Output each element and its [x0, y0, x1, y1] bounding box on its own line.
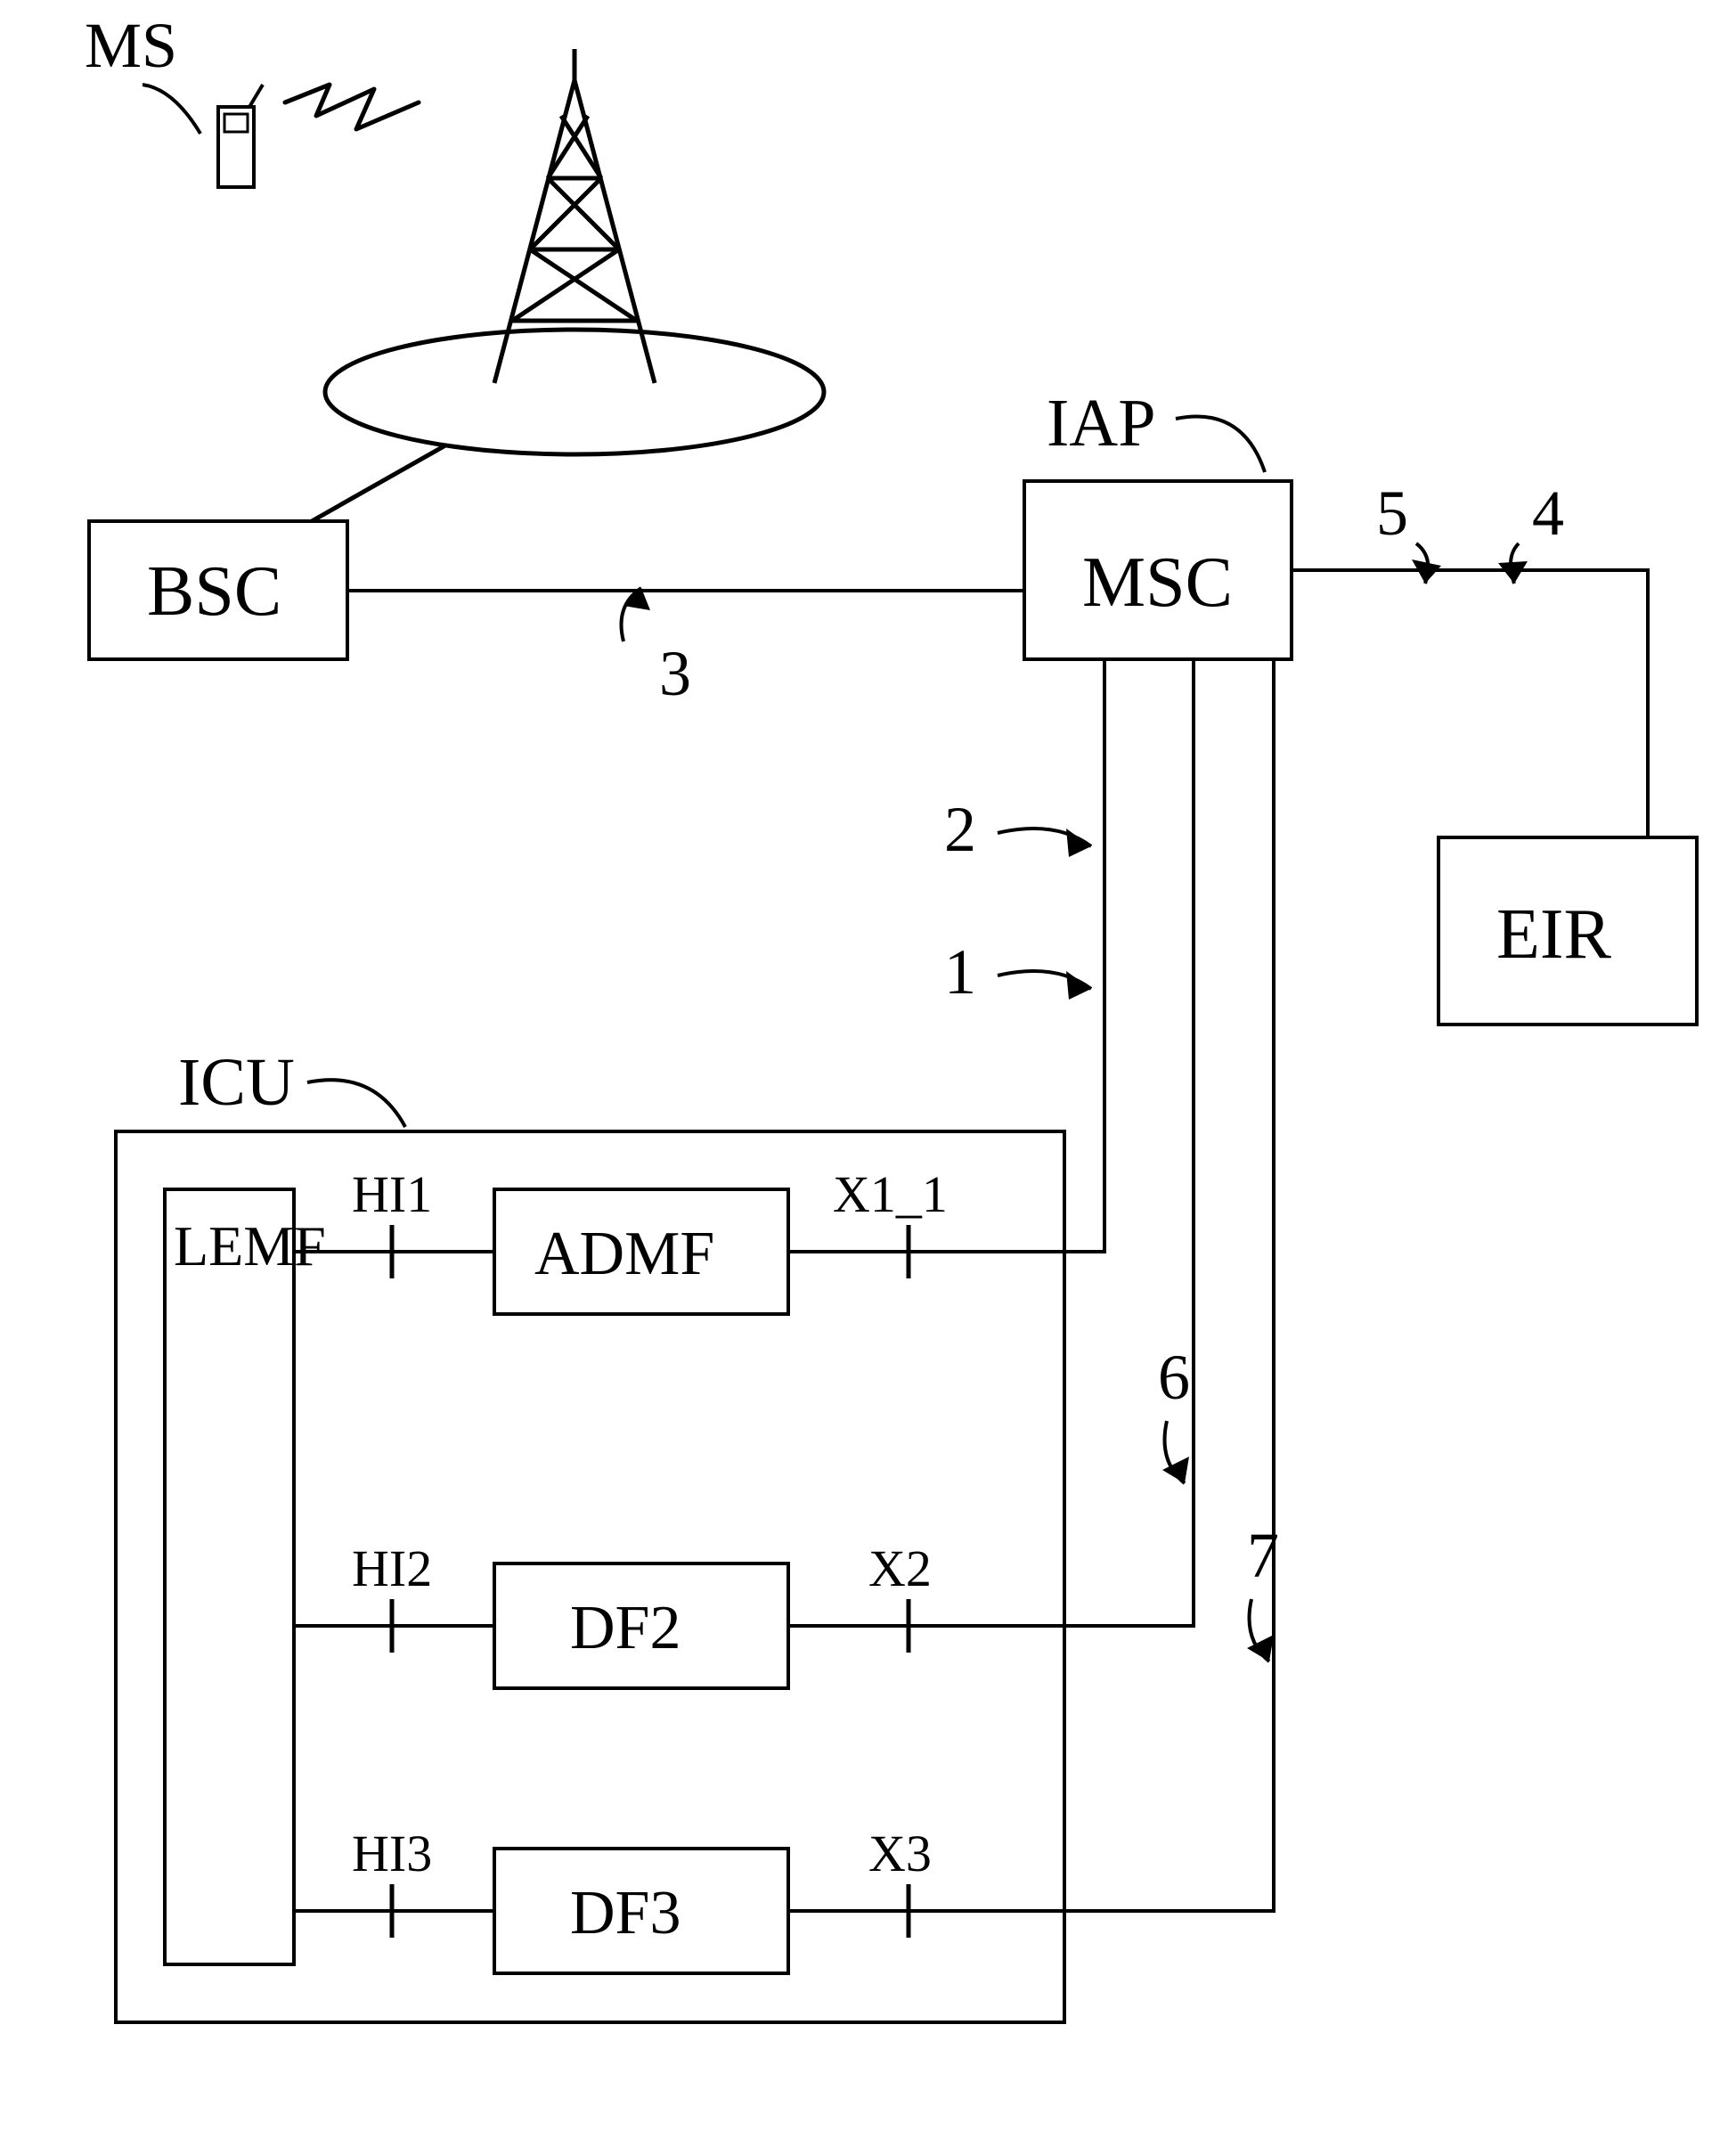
- x1-label: X1_1: [833, 1165, 948, 1223]
- bsc-label: BSC: [147, 552, 281, 631]
- lemf-label: LEMF: [174, 1214, 326, 1278]
- iap-pointer: [1176, 417, 1265, 473]
- df2-label: DF2: [570, 1594, 681, 1662]
- df3-label: DF3: [570, 1879, 681, 1947]
- df3-msc-link: [788, 659, 1274, 1911]
- iap-label: IAP: [1047, 386, 1155, 461]
- edge-6-label: 6: [1158, 1342, 1190, 1413]
- hi1-label: HI1: [352, 1165, 432, 1223]
- x2-label: X2: [868, 1539, 932, 1597]
- tower-icon: [312, 49, 824, 521]
- icu-pointer: [307, 1080, 405, 1127]
- lemf-box: [165, 1189, 294, 1964]
- edge-5-label: 5: [1376, 478, 1408, 549]
- edge-7-label: 7: [1247, 1520, 1279, 1591]
- eir-label: EIR: [1496, 895, 1612, 974]
- ms-label: MS: [85, 10, 177, 81]
- admf-label: ADMF: [534, 1220, 714, 1288]
- edge-2-label: 2: [944, 794, 976, 865]
- x3-label: X3: [868, 1825, 932, 1882]
- edge-1-label: 1: [944, 936, 976, 1008]
- hi2-label: HI2: [352, 1539, 432, 1597]
- edge-3-label: 3: [659, 638, 691, 709]
- msc-eir-link: [1292, 570, 1648, 837]
- icu-label: ICU: [178, 1045, 295, 1120]
- ms-pointer: [143, 85, 200, 134]
- edge-4-label: 4: [1532, 478, 1564, 549]
- hi3-label: HI3: [352, 1825, 432, 1882]
- msc-label: MSC: [1082, 543, 1233, 622]
- edge-4-arrowhead: [1498, 561, 1528, 584]
- mobile-station-icon: [218, 85, 419, 187]
- df2-msc-link: [788, 659, 1194, 1626]
